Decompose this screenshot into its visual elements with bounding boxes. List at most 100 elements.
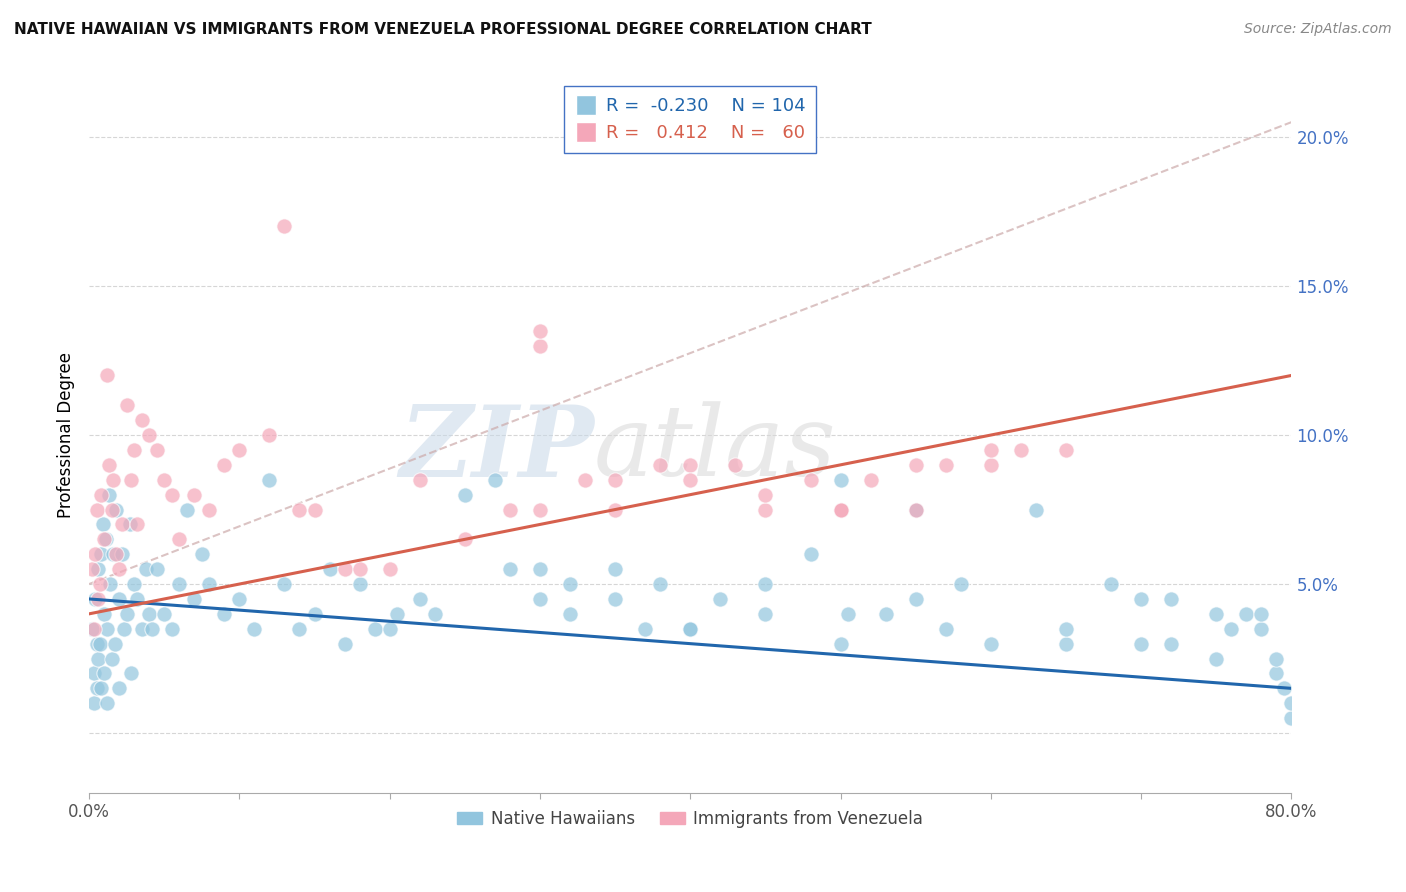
Point (198, 577, 221, 591)
Point (259, 428, 281, 442)
Point (935, 458, 957, 472)
Point (558, 607, 581, 621)
Point (87, 562, 110, 576)
Point (273, 219, 295, 234)
Point (980, 458, 1002, 472)
Legend: Native Hawaiians, Immigrants from Venezuela: Native Hawaiians, Immigrants from Venezu… (451, 803, 929, 834)
Point (86, 681, 108, 696)
Point (949, 577, 972, 591)
Point (90, 488, 112, 502)
Point (484, 473, 506, 487)
Point (96, 368, 118, 383)
Point (131, 622, 153, 636)
Point (160, 488, 183, 502)
Point (111, 517, 134, 532)
Point (679, 622, 702, 636)
Point (111, 547, 134, 561)
Point (93, 666, 115, 681)
Point (499, 502, 522, 516)
Point (122, 577, 145, 591)
Point (183, 591, 205, 606)
Point (160, 622, 183, 636)
Point (87, 591, 110, 606)
Point (603, 502, 626, 516)
Point (1205, 607, 1227, 621)
Point (980, 637, 1002, 651)
Point (96, 622, 118, 636)
Point (304, 607, 326, 621)
Point (904, 502, 927, 516)
Point (112, 622, 135, 636)
Point (574, 473, 596, 487)
Point (83, 696, 105, 710)
Point (288, 622, 311, 636)
Point (529, 591, 551, 606)
Point (409, 473, 432, 487)
Point (904, 458, 927, 472)
Point (754, 607, 776, 621)
Point (91, 517, 114, 532)
Point (1281, 696, 1303, 710)
Point (754, 577, 776, 591)
Point (214, 607, 236, 621)
Point (679, 622, 702, 636)
Text: atlas: atlas (595, 401, 837, 497)
Point (754, 502, 776, 516)
Point (1205, 651, 1227, 665)
Point (138, 428, 160, 442)
Point (1220, 622, 1243, 636)
Point (214, 458, 236, 472)
Point (529, 338, 551, 352)
Point (799, 547, 821, 561)
Point (98, 577, 121, 591)
Point (830, 637, 852, 651)
Point (709, 591, 731, 606)
Point (84, 591, 107, 606)
Point (93, 607, 115, 621)
Point (273, 577, 295, 591)
Point (724, 458, 747, 472)
Point (191, 547, 214, 561)
Point (830, 502, 852, 516)
Point (87, 651, 110, 665)
Point (131, 413, 153, 427)
Point (830, 502, 852, 516)
Point (127, 591, 149, 606)
Point (1054, 442, 1077, 457)
Point (115, 607, 138, 621)
Point (529, 324, 551, 338)
Point (288, 502, 311, 516)
Point (1250, 607, 1272, 621)
Point (108, 562, 131, 576)
Point (1010, 442, 1032, 457)
Point (385, 607, 408, 621)
Point (259, 473, 281, 487)
Point (499, 562, 522, 576)
Point (83, 622, 105, 636)
Point (875, 607, 897, 621)
Point (120, 473, 142, 487)
Point (97, 458, 120, 472)
Point (1234, 607, 1257, 621)
Point (935, 622, 957, 636)
Point (100, 651, 122, 665)
Point (1281, 711, 1303, 725)
Point (679, 458, 702, 472)
Point (90, 547, 112, 561)
Point (333, 637, 356, 651)
Point (378, 622, 401, 636)
Point (167, 577, 190, 591)
Point (228, 442, 250, 457)
Point (1272, 681, 1295, 696)
Point (115, 398, 138, 412)
Point (650, 458, 672, 472)
Point (93, 533, 115, 547)
Point (349, 577, 371, 591)
Point (84, 547, 107, 561)
Point (1265, 651, 1288, 665)
Point (83, 666, 105, 681)
Point (80, 562, 103, 576)
Y-axis label: Professional Degree: Professional Degree (58, 352, 75, 518)
Point (423, 607, 446, 621)
Point (153, 473, 176, 487)
